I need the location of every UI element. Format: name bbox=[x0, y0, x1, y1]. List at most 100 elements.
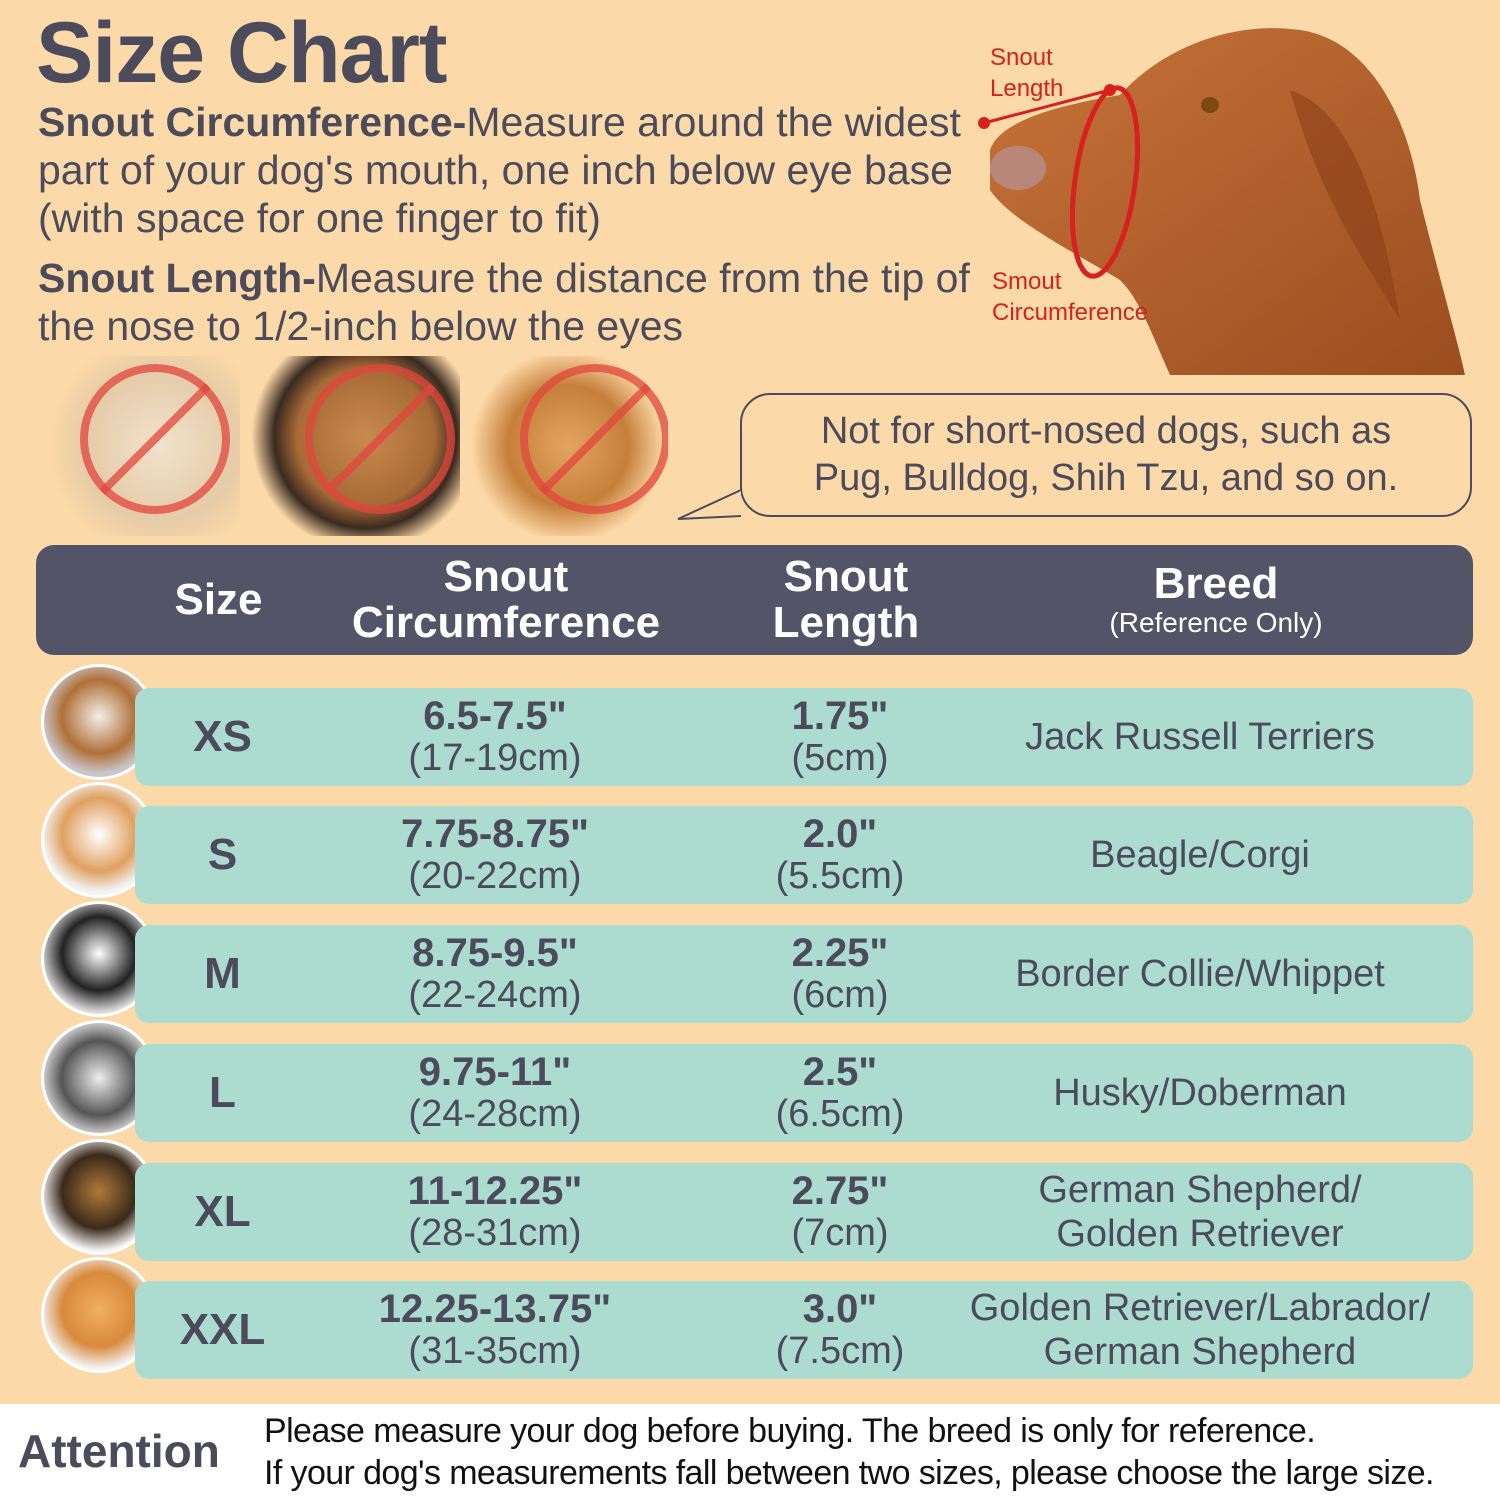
page-title: Size Chart bbox=[36, 5, 448, 101]
breed-cell: Jack Russell Terriers bbox=[965, 688, 1435, 786]
circumference-cell: 12.25-13.75" (31-35cm) bbox=[335, 1281, 655, 1379]
length-cell: 2.75" (7cm) bbox=[750, 1163, 930, 1261]
size-cell: XL bbox=[194, 1187, 251, 1236]
table-row: XL 11-12.25" (28-31cm) 2.75" (7cm) German She… bbox=[135, 1163, 1473, 1261]
circumference-inches: 12.25-13.75" bbox=[378, 1287, 612, 1331]
circumference-instructions: Snout Circumference-Measure around the w… bbox=[38, 98, 978, 242]
circumference-label: Snout Circumference- bbox=[38, 99, 467, 145]
table-row: XXL 12.25-13.75" (31-35cm) 3.0" (7.5cm) Golde… bbox=[135, 1281, 1473, 1379]
breed-line: Jack Russell Terriers bbox=[1025, 716, 1375, 758]
circumference-cell: 6.5-7.5" (17-19cm) bbox=[335, 688, 655, 786]
size-cell: XS bbox=[193, 712, 252, 761]
length-cell: 1.75" (5cm) bbox=[750, 688, 930, 786]
header-breed: Breed (Reference Only) bbox=[996, 545, 1436, 655]
warning-line: Pug, Bulldog, Shih Tzu, and so on. bbox=[813, 457, 1399, 499]
prohibited-icon bbox=[305, 364, 455, 514]
label-line: Length bbox=[990, 75, 1064, 102]
length-inches: 2.25" bbox=[791, 931, 889, 975]
length-inches: 2.75" bbox=[791, 1169, 889, 1213]
circumference-cell: 11-12.25" (28-31cm) bbox=[335, 1163, 655, 1261]
breed-line: Beagle/Corgi bbox=[1090, 834, 1310, 876]
header-line: Length bbox=[772, 598, 920, 647]
circumference-cm: (28-31cm) bbox=[408, 1212, 582, 1254]
length-cm: (5.5cm) bbox=[775, 855, 905, 897]
warning-speech-bubble bbox=[740, 393, 1472, 517]
length-cell: 2.25" (6cm) bbox=[750, 925, 930, 1023]
circumference-inches: 9.75-11" bbox=[418, 1050, 572, 1094]
prohibited-icon bbox=[520, 364, 668, 514]
prohibited-dog-image bbox=[40, 356, 240, 536]
breed-cell: German Shepherd/Golden Retriever bbox=[965, 1163, 1435, 1261]
breed-cell: Beagle/Corgi bbox=[965, 806, 1435, 904]
length-cell: 2.5" (6.5cm) bbox=[750, 1044, 930, 1142]
length-cm: (7cm) bbox=[791, 1212, 889, 1254]
table-row: XS 6.5-7.5" (17-19cm) 1.75" (5cm) Jack Russel… bbox=[135, 688, 1473, 786]
prohibited-dog-image bbox=[468, 356, 668, 536]
attention-label: Attention bbox=[18, 1425, 220, 1477]
table-row: L 9.75-11" (24-28cm) 2.5" (6.5cm) Husky/Dober… bbox=[135, 1044, 1473, 1142]
size-cell: XXL bbox=[179, 1305, 266, 1354]
snout-length-label: Snout Length bbox=[990, 42, 1063, 104]
breed-cell: Husky/Doberman bbox=[965, 1044, 1435, 1142]
length-inches: 2.5" bbox=[802, 1050, 878, 1094]
circumference-cell: 9.75-11" (24-28cm) bbox=[335, 1044, 655, 1142]
circumference-cell: 8.75-9.5" (22-24cm) bbox=[335, 925, 655, 1023]
circumference-text: Measure around the widest part of your d… bbox=[38, 99, 961, 241]
size-cell: S bbox=[207, 830, 238, 879]
length-inches: 3.0" bbox=[802, 1287, 878, 1331]
length-cell: 3.0" (7.5cm) bbox=[750, 1281, 930, 1379]
prohibited-dog-image bbox=[250, 356, 460, 536]
breed-line: Husky/Doberman bbox=[1053, 1072, 1347, 1114]
breed-line: German Shepherd/ bbox=[1038, 1169, 1362, 1211]
table-row: S 7.75-8.75" (20-22cm) 2.0" (5.5cm) Beagle/Co… bbox=[135, 806, 1473, 904]
header-line: Circumference bbox=[351, 598, 661, 647]
length-cm: (6cm) bbox=[791, 974, 889, 1016]
warning-line: Not for short-nosed dogs, such as bbox=[820, 410, 1392, 452]
length-cell: 2.0" (5.5cm) bbox=[750, 806, 930, 904]
circumference-cm: (22-24cm) bbox=[408, 974, 582, 1016]
length-inches: 2.0" bbox=[802, 812, 878, 856]
length-cm: (5cm) bbox=[791, 737, 889, 779]
breed-cell: Border Collie/Whippet bbox=[965, 925, 1435, 1023]
header-length: Snout Length bbox=[726, 545, 966, 655]
circumference-cm: (17-19cm) bbox=[408, 737, 582, 779]
header-line: Snout bbox=[783, 552, 909, 601]
header-breed-note: (Reference Only) bbox=[1109, 607, 1323, 638]
header-line: Breed bbox=[1153, 559, 1279, 608]
breed-line: Golden Retriever bbox=[1056, 1213, 1344, 1255]
table-row: M 8.75-9.5" (22-24cm) 2.25" (6cm) Border Coll… bbox=[135, 925, 1473, 1023]
length-text: Measure the distance from the tip of the… bbox=[38, 255, 970, 349]
snout-circumference-label: Smout Circumference bbox=[992, 266, 1148, 328]
table-header: Size Snout Circumference Snout Length Br… bbox=[36, 545, 1473, 655]
circumference-inches: 8.75-9.5" bbox=[412, 931, 578, 975]
breed-line: Golden Retriever/Labrador/ bbox=[969, 1287, 1431, 1329]
label-line: Snout bbox=[990, 44, 1053, 71]
prohibited-icon bbox=[80, 364, 230, 514]
header-line: Snout bbox=[443, 552, 569, 601]
attention-banner bbox=[0, 1404, 1500, 1496]
length-inches: 1.75" bbox=[791, 694, 889, 738]
size-cell: M bbox=[204, 949, 241, 998]
length-label: Snout Length- bbox=[38, 255, 316, 301]
warning-text: Not for short-nosed dogs, such as Pug, B… bbox=[740, 408, 1472, 502]
size-cell: L bbox=[209, 1068, 236, 1117]
circumference-inches: 6.5-7.5" bbox=[423, 694, 567, 738]
circumference-inches: 11-12.25" bbox=[407, 1169, 583, 1213]
circumference-cell: 7.75-8.75" (20-22cm) bbox=[335, 806, 655, 904]
breed-line: Border Collie/Whippet bbox=[1015, 953, 1385, 995]
header-circumference: Snout Circumference bbox=[326, 545, 686, 655]
label-line: Circumference bbox=[992, 299, 1149, 326]
speech-bubble-tail bbox=[677, 472, 742, 520]
dog-measurement-diagram bbox=[978, 28, 1465, 376]
circumference-cm: (20-22cm) bbox=[408, 855, 582, 897]
breed-cell: Golden Retriever/Labrador/German Shepher… bbox=[965, 1281, 1435, 1379]
circumference-cm: (24-28cm) bbox=[408, 1093, 582, 1135]
attention-line: If your dog's measurements fall between … bbox=[264, 1454, 1435, 1492]
attention-line: Please measure your dog before buying. T… bbox=[264, 1412, 1316, 1450]
circumference-inches: 7.75-8.75" bbox=[401, 812, 589, 856]
attention-text: Please measure your dog before buying. T… bbox=[264, 1410, 1435, 1494]
circumference-cm: (31-35cm) bbox=[408, 1330, 582, 1372]
length-cm: (6.5cm) bbox=[775, 1093, 905, 1135]
header-size: Size bbox=[174, 575, 263, 624]
breed-line: German Shepherd bbox=[1043, 1331, 1357, 1373]
